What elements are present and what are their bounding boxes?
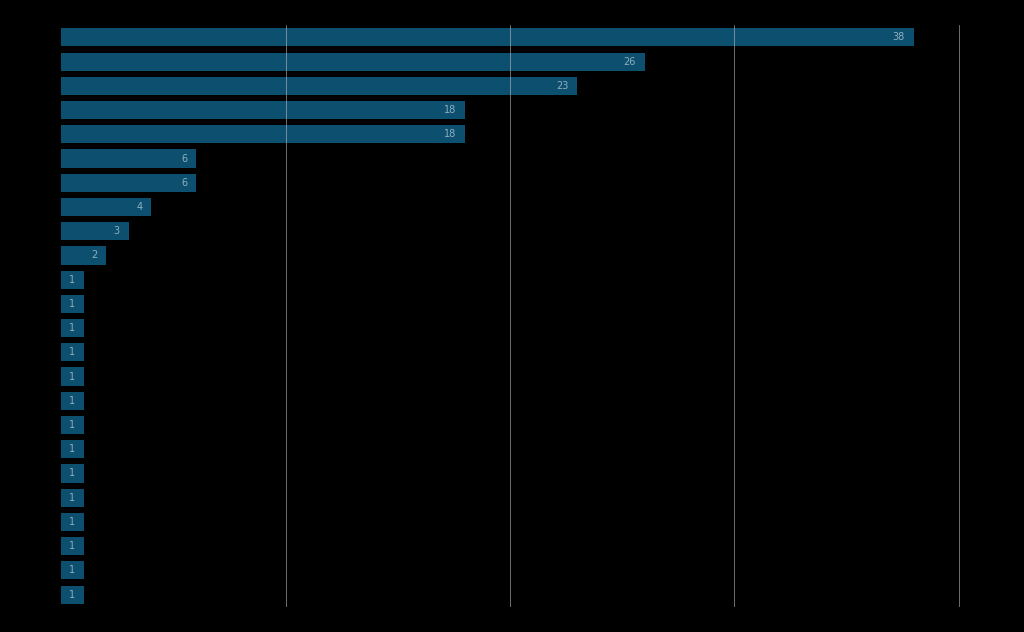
Bar — [61, 28, 913, 47]
Text: 18: 18 — [444, 130, 457, 139]
Text: 1: 1 — [69, 323, 75, 333]
Text: 1: 1 — [69, 420, 75, 430]
Text: 6: 6 — [181, 154, 187, 164]
Text: 3: 3 — [114, 226, 120, 236]
Bar — [61, 198, 152, 216]
Text: 38: 38 — [893, 32, 905, 42]
Bar — [61, 561, 84, 580]
Text: 1: 1 — [69, 517, 75, 527]
Bar — [61, 440, 84, 458]
Bar — [61, 295, 84, 313]
Bar — [61, 367, 84, 386]
Text: 1: 1 — [69, 299, 75, 309]
Text: 1: 1 — [69, 566, 75, 575]
Bar — [61, 246, 106, 265]
Bar — [61, 52, 645, 71]
Text: 1: 1 — [69, 541, 75, 551]
Text: 1: 1 — [69, 396, 75, 406]
Bar — [61, 465, 84, 483]
Text: 1: 1 — [69, 468, 75, 478]
Bar — [61, 513, 84, 531]
Bar — [61, 174, 196, 192]
Text: 23: 23 — [556, 81, 568, 91]
Text: 4: 4 — [136, 202, 142, 212]
Text: 1: 1 — [69, 493, 75, 502]
Bar — [61, 319, 84, 337]
Bar — [61, 489, 84, 507]
Bar — [61, 101, 465, 119]
Bar — [61, 76, 578, 95]
Bar — [61, 537, 84, 556]
Bar — [61, 416, 84, 434]
Text: 1: 1 — [69, 590, 75, 600]
Text: 1: 1 — [69, 275, 75, 284]
Text: 6: 6 — [181, 178, 187, 188]
Text: 2: 2 — [91, 250, 97, 260]
Text: 1: 1 — [69, 348, 75, 357]
Bar — [61, 392, 84, 410]
Text: 18: 18 — [444, 105, 457, 115]
Bar — [61, 270, 84, 289]
Text: 26: 26 — [624, 57, 636, 66]
Bar — [61, 343, 84, 362]
Bar — [61, 585, 84, 604]
Bar — [61, 222, 129, 240]
Text: 1: 1 — [69, 372, 75, 382]
Bar — [61, 149, 196, 167]
Bar — [61, 125, 465, 143]
Text: 1: 1 — [69, 444, 75, 454]
